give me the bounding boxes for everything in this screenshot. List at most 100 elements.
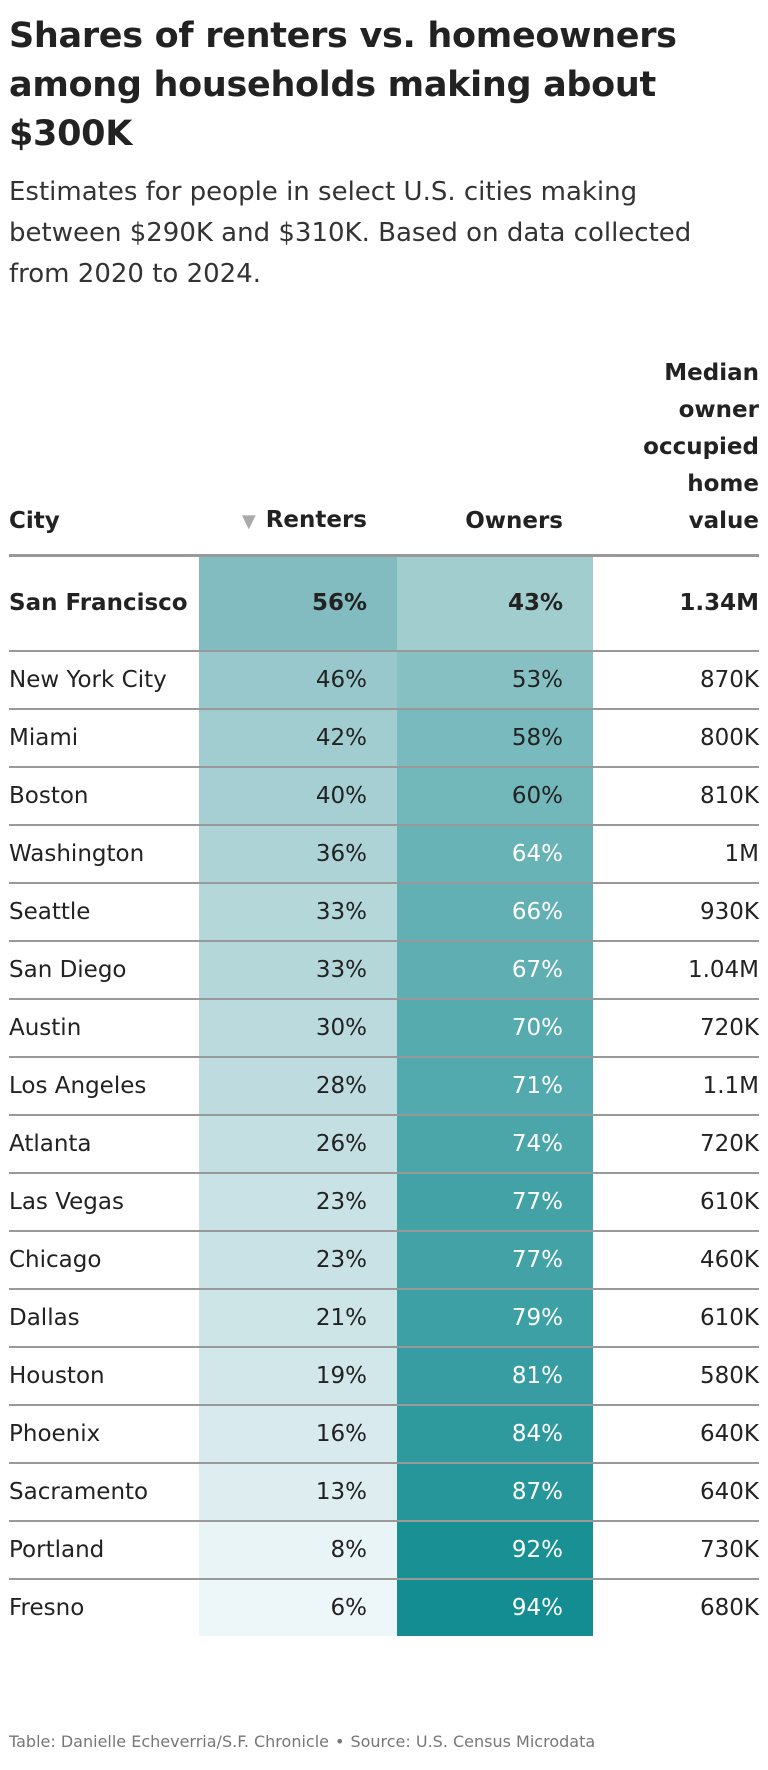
table-row: Phoenix 16% 84% 640K [9, 1404, 759, 1464]
cell-owners: 87% [397, 1462, 593, 1522]
cell-renters: 36% [199, 824, 397, 884]
cell-home-value: 460K [593, 1230, 759, 1290]
chart-title: Shares of renters vs. homeowners among h… [9, 16, 677, 154]
column-header-owners-label: Owners [465, 508, 563, 534]
cell-owners: 77% [397, 1230, 593, 1290]
footer-credit: Table: Danielle Echeverria/S.F. Chronicl… [9, 1732, 329, 1751]
column-header-home-value-line: Median [664, 360, 759, 386]
table-row: San Diego 33% 67% 1.04M [9, 940, 759, 1000]
cell-city: Las Vegas [9, 1172, 199, 1232]
cell-renters: 30% [199, 998, 397, 1058]
cell-home-value: 730K [593, 1520, 759, 1580]
cell-city: Houston [9, 1346, 199, 1406]
cell-home-value: 1M [593, 824, 759, 884]
column-header-home-value-line: value [688, 508, 759, 534]
chart-footer: Table: Danielle Echeverria/S.F. Chronicl… [9, 1732, 595, 1751]
cell-renters: 6% [199, 1578, 397, 1636]
cell-renters: 33% [199, 882, 397, 942]
cell-home-value: 680K [700, 1594, 759, 1621]
cell-home-value: 640K [593, 1462, 759, 1522]
table-row: New York City 46% 53% 870K [9, 650, 759, 710]
cell-renters: 26% [199, 1114, 397, 1174]
cell-city: Dallas [9, 1288, 199, 1348]
cell-renters: 46% [199, 650, 397, 710]
cell-owners: 74% [397, 1114, 593, 1174]
cell-owners: 77% [397, 1172, 593, 1232]
cell-home-value: 580K [593, 1346, 759, 1406]
column-header-owners[interactable]: Owners [397, 355, 593, 557]
data-table: City ▼ Renters Owners Median owner occupi… [9, 355, 759, 1636]
table-row: Austin 30% 70% 720K [9, 998, 759, 1058]
cell-renters: 8% [199, 1520, 397, 1580]
table-row: Las Vegas 23% 77% 610K [9, 1172, 759, 1232]
table-row: Portland 8% 92% 730K [9, 1520, 759, 1580]
table-row: Houston 19% 81% 580K [9, 1346, 759, 1406]
cell-home-value: 810K [593, 766, 759, 826]
cell-renters: 21% [199, 1288, 397, 1348]
cell-home-value: 1.1M [593, 1056, 759, 1116]
cell-city: Washington [9, 824, 199, 884]
cell-owners: 66% [397, 882, 593, 942]
column-header-city-label: City [9, 508, 60, 534]
cell-owners: 64% [397, 824, 593, 884]
cell-renters: 19% [199, 1346, 397, 1406]
cell-owners: 70% [397, 998, 593, 1058]
column-header-city[interactable]: City [9, 355, 199, 557]
cell-home-value: 720K [593, 1114, 759, 1174]
cell-owners: 84% [397, 1404, 593, 1464]
table-header-row: City ▼ Renters Owners Median owner occupi… [9, 355, 759, 557]
cell-owners: 94% [397, 1578, 593, 1636]
cell-home-value: 610K [593, 1288, 759, 1348]
footer-source: Source: U.S. Census Microdata [350, 1732, 596, 1751]
cell-owners: 58% [397, 708, 593, 768]
table-row: Atlanta 26% 74% 720K [9, 1114, 759, 1174]
cell-owners: 67% [397, 940, 593, 1000]
cell-home-value: 1.04M [593, 940, 759, 1000]
cell-renters: 23% [199, 1172, 397, 1232]
cell-city: San Francisco [9, 555, 199, 652]
column-header-renters-label: Renters [265, 507, 367, 533]
cell-city: Sacramento [9, 1462, 199, 1522]
cell-city: Seattle [9, 882, 199, 942]
column-header-home-value-line: occupied [643, 434, 759, 460]
table-row: Dallas 21% 79% 610K [9, 1288, 759, 1348]
cell-city: Boston [9, 766, 199, 826]
table-row: Chicago 23% 77% 460K [9, 1230, 759, 1290]
cell-home-value: 870K [593, 650, 759, 710]
table-row: Washington 36% 64% 1M [9, 824, 759, 884]
column-header-home-value-line: owner [678, 397, 759, 423]
table-row: Fresno 6% 94% 680K [9, 1578, 759, 1636]
cell-home-value: 1.34M [593, 555, 759, 652]
cell-city: Atlanta [9, 1114, 199, 1174]
cell-renters: 33% [199, 940, 397, 1000]
cell-city: San Diego [9, 940, 199, 1000]
cell-owners: 71% [397, 1056, 593, 1116]
cell-owners: 81% [397, 1346, 593, 1406]
cell-home-value: 930K [593, 882, 759, 942]
cell-city: Chicago [9, 1230, 199, 1290]
cell-renters: 16% [199, 1404, 397, 1464]
table-row: Los Angeles 28% 71% 1.1M [9, 1056, 759, 1116]
cell-home-value: 800K [593, 708, 759, 768]
cell-home-value: 610K [593, 1172, 759, 1232]
table-row: Seattle 33% 66% 930K [9, 882, 759, 942]
cell-owners: 43% [397, 555, 593, 652]
table-row: Boston 40% 60% 810K [9, 766, 759, 826]
cell-owners: 92% [397, 1520, 593, 1580]
column-header-home-value[interactable]: Median owner occupied home value [593, 355, 759, 557]
cell-renters: 13% [199, 1462, 397, 1522]
cell-city: New York City [9, 650, 199, 710]
cell-city: Miami [9, 708, 199, 768]
cell-renters: 42% [199, 708, 397, 768]
cell-city: Austin [9, 998, 199, 1058]
table-row: Sacramento 13% 87% 640K [9, 1462, 759, 1522]
cell-city: Fresno [9, 1594, 85, 1621]
cell-city: Portland [9, 1520, 199, 1580]
subtitle-line: from 2020 to 2024. [9, 259, 262, 289]
subtitle-line: between $290K and $310K. Based on data c… [9, 218, 692, 248]
column-header-home-value-line: home [687, 471, 759, 497]
cell-city: Los Angeles [9, 1056, 199, 1116]
cell-renters: 40% [199, 766, 397, 826]
cell-renters: 56% [199, 555, 397, 652]
column-header-renters[interactable]: ▼ Renters [199, 355, 397, 557]
